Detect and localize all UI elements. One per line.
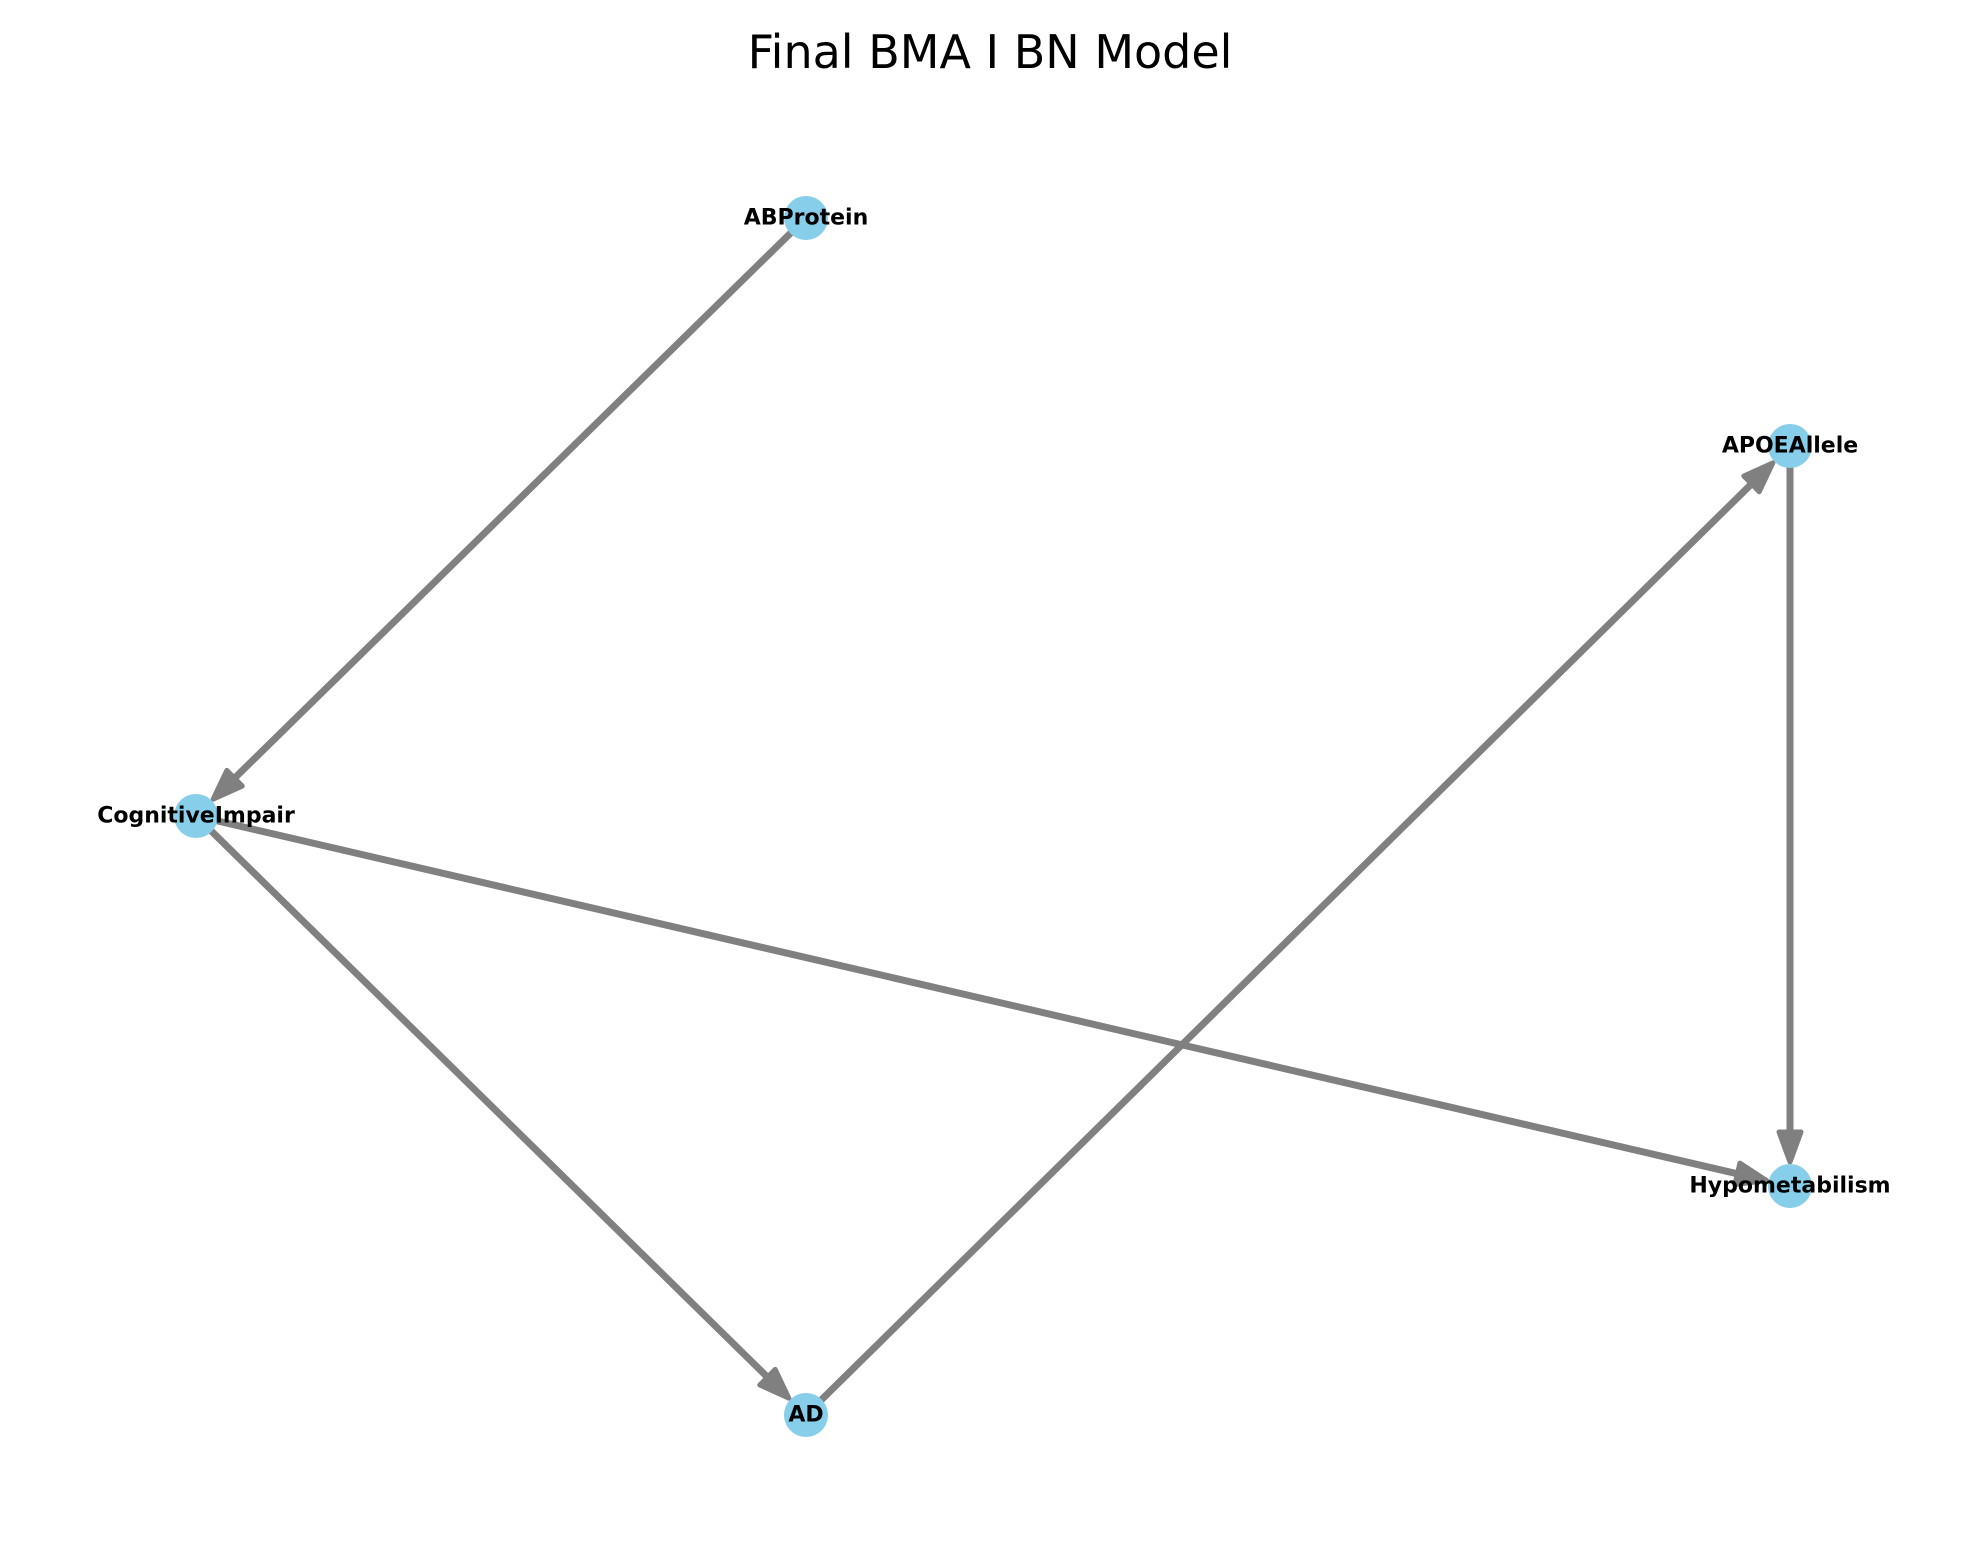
node-abprotein bbox=[784, 196, 828, 240]
nodes-layer bbox=[174, 196, 1812, 1437]
node-label-apoeallele: APOEAllele bbox=[1722, 434, 1858, 459]
node-ad bbox=[784, 1393, 828, 1437]
edge-line bbox=[228, 228, 796, 785]
edge-line bbox=[816, 477, 1758, 1405]
node-apoeallele bbox=[1768, 424, 1812, 468]
labels-layer: ABProtein APOEAllele CognitiveImpair Hypome… bbox=[97, 206, 1890, 1428]
edge-line bbox=[211, 817, 1745, 1179]
node-label-cognitive-impair: CognitiveImpair bbox=[97, 804, 295, 829]
arrowhead-icon bbox=[1732, 1160, 1770, 1188]
edge-cognitive-impair-to-hypometabilism bbox=[211, 817, 1770, 1188]
edge-ad-to-apoeallele bbox=[816, 460, 1776, 1405]
edges-layer bbox=[206, 228, 1804, 1405]
node-label-ad: AD bbox=[788, 1403, 823, 1428]
diagram-title: Final BMA I BN Model bbox=[748, 25, 1233, 79]
edge-cognitive-impair-to-ad bbox=[206, 826, 792, 1401]
edge-line bbox=[206, 826, 774, 1384]
edge-abprotein-to-cognitive-impair bbox=[210, 228, 796, 802]
arrowhead-icon bbox=[1776, 1129, 1804, 1165]
arrowhead-icon bbox=[1741, 460, 1776, 495]
arrowhead-icon bbox=[210, 767, 245, 802]
node-label-hypometabilism: Hypometabilism bbox=[1689, 1174, 1890, 1199]
edge-apoeallele-to-hypometabilism bbox=[1776, 462, 1804, 1165]
node-hypometabilism bbox=[1768, 1164, 1812, 1208]
arrowhead-icon bbox=[757, 1366, 792, 1401]
node-label-abprotein: ABProtein bbox=[744, 206, 869, 231]
node-cognitive-impair bbox=[174, 794, 218, 838]
